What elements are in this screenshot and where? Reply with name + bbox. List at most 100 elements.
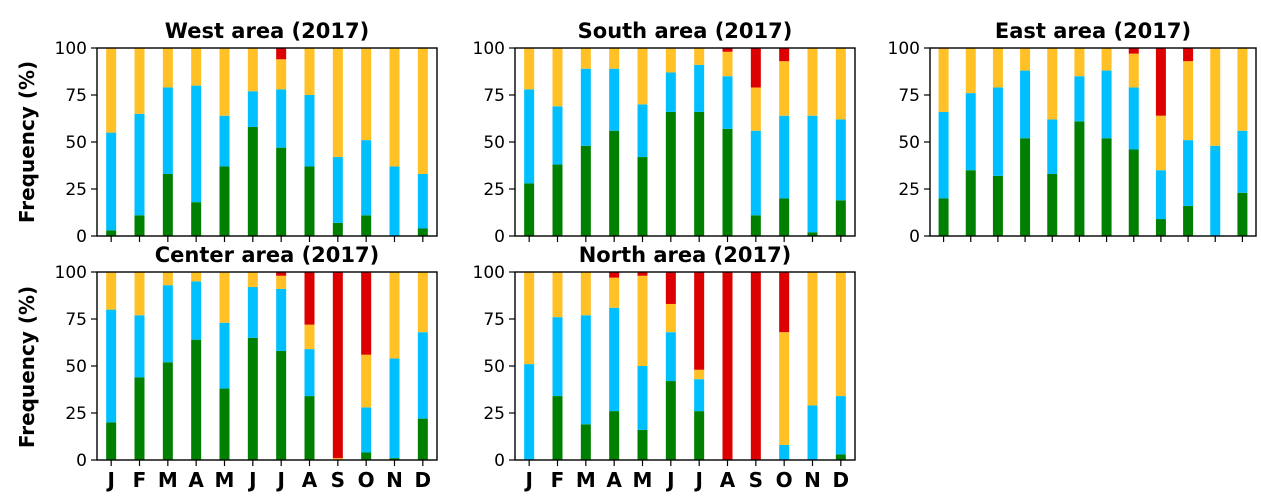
chart-panel-1: West area (2017) 0 25 50 75 100: [55, 19, 438, 247]
bar-segment: [580, 424, 591, 460]
x-tick-label: M: [576, 468, 596, 492]
bar-segment: [807, 48, 818, 116]
bar-segment: [247, 287, 258, 338]
bar-segment: [1210, 145, 1221, 236]
bar-segment: [361, 48, 372, 141]
bar-segment: [361, 407, 372, 453]
bar-segment: [722, 272, 733, 460]
bar-segment: [219, 115, 230, 167]
panel-title: East area (2017): [995, 19, 1191, 43]
bar-segment: [219, 48, 230, 116]
x-tick-label: S: [749, 468, 763, 492]
bar-segment: [332, 48, 343, 158]
y-tick-label: 100: [888, 39, 920, 59]
bar-segment: [1074, 48, 1085, 77]
bar-segment: [637, 429, 648, 460]
bar-segment: [524, 183, 535, 236]
y-tick-label: 75: [483, 86, 505, 106]
bar-segment: [332, 272, 343, 459]
bar-segment: [276, 48, 287, 60]
bar-segment: [361, 272, 372, 355]
bar-segment: [304, 166, 315, 236]
plot-frame: [514, 271, 856, 461]
panel-title: Center area (2017): [155, 243, 379, 267]
y-tick-label: 25: [65, 404, 87, 424]
x-tick-label: J: [523, 468, 532, 492]
y-tick-label: 100: [55, 263, 87, 283]
y-tick-label: 0: [76, 451, 87, 471]
bar-segment: [835, 396, 846, 455]
x-tick-label: S: [331, 468, 345, 492]
bar-segment: [637, 366, 648, 430]
bar-segment: [609, 130, 620, 236]
bar-segment: [992, 87, 1003, 176]
x-tick-label: J: [247, 468, 256, 492]
plot-frame: [96, 47, 438, 237]
bar-segment: [191, 48, 202, 86]
bar-segment: [1183, 140, 1194, 206]
plot-frame: [96, 271, 438, 461]
bar-segment: [276, 89, 287, 148]
bar-segment: [965, 93, 976, 171]
bar-segment: [637, 48, 648, 105]
bar-segment: [417, 272, 428, 333]
bar-segment: [106, 48, 117, 133]
bar-segment: [247, 272, 258, 288]
bar-segment: [580, 145, 591, 236]
bar-segment: [134, 315, 145, 378]
bar-segment: [1047, 173, 1058, 236]
bar-segment: [694, 111, 705, 236]
bar-segment: [609, 307, 620, 412]
y-axis-label-top: Frequency (%): [15, 61, 39, 223]
panel-title: South area (2017): [578, 19, 793, 43]
bar-segment: [609, 411, 620, 460]
y-tick-label: 50: [898, 133, 920, 153]
bar-segment: [191, 202, 202, 236]
bar-segment: [191, 339, 202, 460]
chart-panel-3: East area (2017) 0 25 50 75 100: [888, 19, 1257, 247]
bar-segment: [417, 173, 428, 229]
bar-segment: [665, 111, 676, 236]
bar-segment: [361, 354, 372, 408]
bar-segment: [1047, 48, 1058, 120]
y-tick-label: 100: [55, 39, 87, 59]
bar-segment: [304, 349, 315, 397]
bar-segment: [361, 140, 372, 216]
bar-segment: [1183, 48, 1194, 62]
bar-segment: [219, 388, 230, 460]
panel-title: North area (2017): [579, 243, 792, 267]
bar-segment: [637, 104, 648, 158]
bar-segment: [1020, 70, 1031, 139]
chart-panel-2: South area (2017) 0 25 50 75 100: [473, 19, 856, 247]
x-tick-label: O: [358, 468, 375, 492]
bar-segment: [694, 411, 705, 460]
bar-segment: [1128, 149, 1139, 236]
bar-segment: [1128, 48, 1139, 54]
bar-segment: [609, 68, 620, 131]
bar-segment: [1155, 219, 1166, 236]
y-tick-label: 75: [65, 86, 87, 106]
x-tick-label: J: [275, 468, 284, 492]
bar-segment: [750, 215, 761, 236]
bar-segment: [807, 115, 818, 233]
bar-segment: [779, 332, 790, 445]
bar-segment: [417, 228, 428, 236]
bar-segment: [247, 48, 258, 92]
bar-segment: [276, 275, 287, 289]
y-tick-label: 25: [483, 404, 505, 424]
bar-segment: [1237, 130, 1248, 193]
bar-segment: [361, 215, 372, 236]
bar-segment: [637, 272, 648, 276]
bar-segment: [779, 272, 790, 333]
bar-segment: [276, 350, 287, 460]
bar-segment: [1101, 138, 1112, 236]
bar-segment: [779, 198, 790, 236]
bar-segment: [106, 422, 117, 460]
bar-segment: [552, 106, 563, 165]
bar-segment: [722, 128, 733, 236]
bar-segment: [191, 281, 202, 340]
bar-segment: [304, 324, 315, 350]
bar-segment: [665, 332, 676, 382]
bar-segment: [992, 175, 1003, 236]
